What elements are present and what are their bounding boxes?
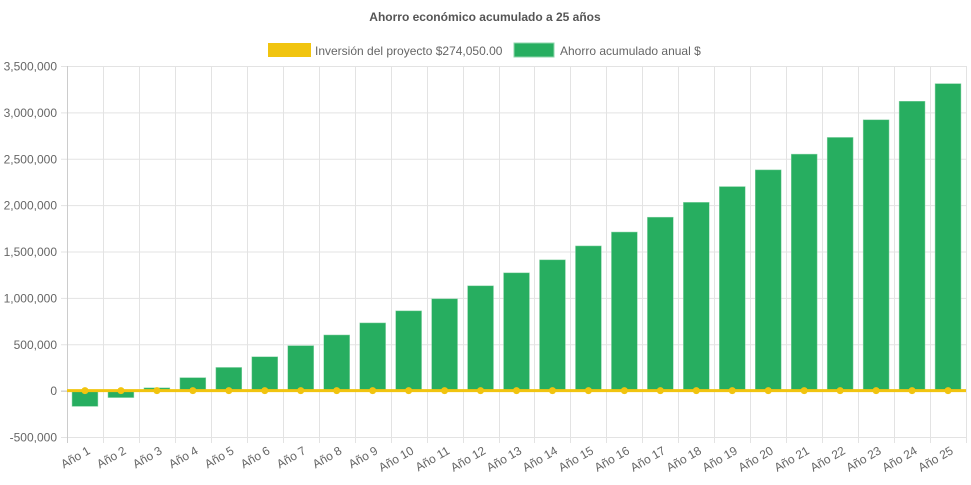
bar	[575, 245, 602, 391]
line-point	[548, 387, 556, 395]
line-point	[405, 387, 413, 395]
y-tick-label: 2,500,000	[4, 152, 58, 166]
x-tick-label: Año 2	[94, 443, 128, 471]
bar	[251, 356, 278, 391]
bar	[323, 334, 350, 391]
line-point	[477, 387, 485, 395]
x-tick-label: Año 7	[274, 443, 308, 471]
bar	[683, 202, 710, 391]
x-tick-label: Año 10	[376, 443, 416, 474]
x-tick-label: Año 24	[880, 443, 920, 474]
x-tick-label: Año 9	[346, 443, 380, 471]
x-tick-label: Año 18	[664, 443, 704, 474]
bar	[862, 119, 890, 391]
bar	[790, 153, 818, 391]
bar	[287, 345, 314, 391]
x-tick-label: Año 4	[166, 443, 200, 471]
legend-label-savings[interactable]: Ahorro acumulado anual $	[560, 44, 701, 58]
bar	[898, 100, 926, 391]
bar	[719, 186, 746, 391]
y-tick-label: 3,000,000	[4, 106, 58, 120]
line-point	[836, 387, 844, 395]
chart-title: Ahorro económico acumulado a 25 años	[369, 10, 601, 24]
line-point	[81, 387, 89, 395]
y-tick-label: 3,500,000	[4, 60, 58, 74]
line-point	[656, 387, 664, 395]
x-tick-label: Año 11	[413, 443, 452, 474]
bar	[826, 137, 854, 391]
x-tick-label: Año 1	[58, 443, 92, 471]
x-tick-label: Año 8	[310, 443, 344, 471]
line-point	[584, 387, 592, 395]
bars	[71, 83, 962, 407]
line-point	[692, 387, 700, 395]
line-point	[153, 387, 161, 395]
x-tick-label: Año 14	[520, 443, 560, 474]
line-point	[189, 387, 197, 395]
x-tick-label: Año 21	[772, 443, 812, 474]
x-tick-label: Año 19	[700, 443, 740, 474]
x-tick-label: Año 23	[844, 443, 884, 474]
bar	[359, 322, 386, 391]
x-tick-label: Año 3	[130, 443, 164, 471]
line-point	[261, 387, 269, 395]
line-point	[297, 387, 305, 395]
bar	[647, 216, 674, 391]
legend-swatch-savings[interactable]	[513, 42, 555, 58]
bar	[467, 285, 494, 391]
line-point	[764, 387, 772, 395]
bar	[431, 298, 458, 391]
x-tick-label: Año 6	[238, 443, 272, 471]
grid	[61, 66, 967, 443]
line-point	[728, 387, 736, 395]
line-point	[800, 387, 808, 395]
line-point	[620, 387, 628, 395]
x-tick-label: Año 13	[484, 443, 524, 474]
bar	[611, 231, 638, 391]
line-point	[872, 387, 880, 395]
bar	[503, 272, 530, 391]
x-tick-label: Año 20	[736, 443, 776, 474]
line-point	[117, 387, 125, 395]
y-tick-label: -500,000	[10, 431, 58, 445]
y-tick-label: 2,000,000	[4, 199, 58, 213]
x-tick-label: Año 15	[556, 443, 596, 474]
y-tick-label: 1,000,000	[4, 291, 58, 305]
line-point	[944, 387, 952, 395]
legend[interactable]: Inversión del proyecto $274,050.00 Ahorr…	[268, 42, 701, 58]
bar	[934, 83, 962, 391]
investment-line	[67, 387, 966, 395]
x-tick-label: Año 5	[202, 443, 236, 471]
legend-label-investment[interactable]: Inversión del proyecto $274,050.00	[315, 44, 503, 58]
bar	[539, 259, 566, 391]
line-point	[333, 387, 341, 395]
y-tick-label: 1,500,000	[4, 245, 58, 259]
x-tick-label: Año 25	[916, 443, 956, 474]
y-tick-label: 500,000	[14, 338, 58, 352]
line-point	[513, 387, 520, 395]
legend-swatch-investment[interactable]	[268, 43, 311, 57]
x-axis: Año 1 Año 2 Año 3 Año 4 Año 5 Año 6 Año 7 Año 8…	[58, 443, 955, 474]
line-point	[369, 387, 377, 395]
y-tick-label: 0	[50, 384, 57, 398]
bar	[755, 169, 782, 391]
x-tick-label: Año 16	[592, 443, 632, 474]
x-tick-label: Año 22	[808, 443, 848, 474]
bar	[395, 310, 422, 391]
x-tick-label: Año 12	[448, 443, 488, 474]
line-point	[441, 387, 449, 395]
line-point	[908, 387, 916, 395]
line-point	[225, 387, 233, 395]
y-axis: 3,500,000 3,000,000 2,500,000 2,000,000 1,50…	[4, 60, 58, 445]
x-tick-label: Año 17	[628, 443, 668, 474]
